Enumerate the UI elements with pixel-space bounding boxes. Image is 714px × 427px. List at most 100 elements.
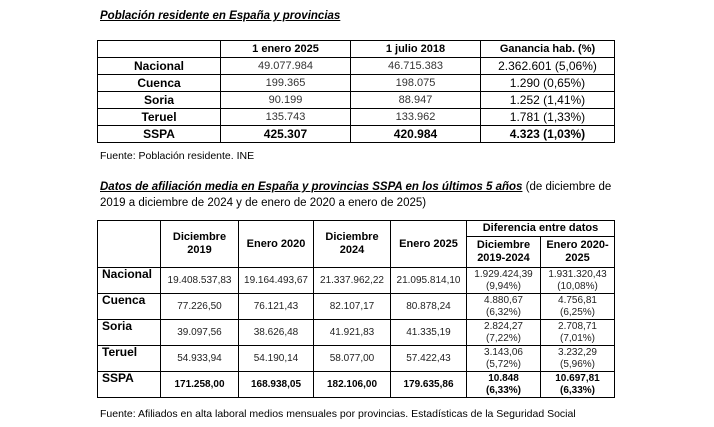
table-cell: 21.095.814,10 — [390, 267, 467, 294]
table-cell: 49.077.984 — [220, 57, 351, 75]
row-label: SSPA — [97, 125, 221, 143]
difference-percent: (5,96%) — [560, 358, 596, 370]
column-header: Enero 2025 — [390, 220, 467, 268]
table-row: Soria 90.199 88.947 1.252 (1,41%) — [97, 91, 615, 109]
table-cell: 425.307 — [220, 125, 351, 143]
difference-value: 4.880,67 — [484, 294, 523, 306]
corner-cell — [97, 40, 221, 58]
section-title: Datos de afiliación media en España y pr… — [100, 179, 640, 211]
source-note: Fuente: Población residente. INE — [100, 150, 255, 162]
table-cell: 21.337.962,22 — [313, 267, 391, 294]
column-header: Enero 2020 — [238, 220, 314, 268]
title-text: Datos de afiliación media en España y pr… — [100, 181, 523, 193]
difference-value: 1.929.424,39 — [474, 268, 533, 280]
difference-percent: (5,72%) — [485, 358, 521, 370]
table-row: Nacional 19.408.537,83 19.164.493,67 21.337… — [97, 267, 616, 294]
table-cell: 54.933,94 — [160, 345, 239, 372]
subtitle-text: (de diciembre de 2019 a diciembre de 202… — [100, 181, 612, 209]
table-cell: 90.199 — [220, 91, 351, 109]
table-cell: 10.848 (6,33%) — [466, 371, 541, 398]
table-row: Cuenca 77.226,50 76.121,43 82.107,17 80.878,… — [97, 293, 616, 320]
difference-value: 10.697,81 — [555, 372, 600, 384]
table-cell: 4.323 (1,03%) — [480, 125, 615, 143]
source-note: Fuente: Afiliados en alta laboral medios… — [100, 408, 576, 420]
column-header: Diciembre 2019 — [160, 220, 239, 268]
table-cell: 10.697,81 (6,33%) — [539, 371, 616, 398]
table-row: Teruel 135.743 133.962 1.781 (1,33%) — [97, 108, 615, 126]
column-header: 1 julio 2018 — [350, 40, 481, 58]
table-cell: 135.743 — [220, 108, 351, 126]
table-cell: 182.106,00 — [313, 371, 391, 398]
table-cell: 4.880,67 (6,32%) — [466, 293, 541, 320]
table-cell: 19.164.493,67 — [238, 267, 314, 294]
table-row: Soria 39.097,56 38.626,48 41.921,83 41.335,1… — [97, 319, 616, 346]
table-row: SSPA 171.258,00 168.938,05 182.106,00 179.63… — [97, 371, 616, 398]
header-row: Diciembre 2019-2024 Enero 2020-2025 — [98, 236, 616, 268]
difference-percent: (7,22%) — [485, 332, 521, 344]
table-cell: 1.290 (0,65%) — [480, 74, 615, 92]
table-cell: 58.077,00 — [313, 345, 391, 372]
difference-percent: (6,32%) — [485, 306, 521, 318]
table-cell: 1.781 (1,33%) — [480, 108, 615, 126]
table-cell: 38.626,48 — [238, 319, 314, 346]
difference-percent: (6,25%) — [560, 306, 596, 318]
row-label: SSPA — [97, 371, 161, 398]
table-cell: 82.107,17 — [313, 293, 391, 320]
column-header: Ganancia hab. (%) — [480, 40, 615, 58]
row-label: Nacional — [97, 267, 161, 294]
corner-cell — [97, 220, 161, 268]
difference-percent: (6,33%) — [485, 384, 521, 396]
column-header: Diciembre 2024 — [313, 220, 391, 268]
table-cell: 133.962 — [350, 108, 481, 126]
table-cell: 179.635,86 — [390, 371, 467, 398]
header-row: 1 enero 2025 1 julio 2018 Ganancia hab. (%… — [97, 40, 615, 58]
table-cell: 57.422,43 — [390, 345, 467, 372]
row-label: Cuenca — [97, 293, 161, 320]
table-cell: 2.362.601 (5,06%) — [480, 57, 615, 75]
difference-value: 3.232,29 — [558, 346, 597, 358]
table-cell: 39.097,56 — [160, 319, 239, 346]
table-cell: 168.938,05 — [238, 371, 314, 398]
table-cell: 19.408.537,83 — [160, 267, 239, 294]
column-header: 1 enero 2025 — [220, 40, 351, 58]
difference-value: 4.756,81 — [558, 294, 597, 306]
table-cell: 1.929.424,39 (9,94%) — [466, 267, 541, 294]
table-cell: 3.143,06 (5,72%) — [466, 345, 541, 372]
row-label: Soria — [97, 91, 221, 109]
difference-value: 2.708,71 — [558, 320, 597, 332]
affiliation-table: Diciembre 2019 Enero 2020 Diciembre 2024 En… — [97, 220, 616, 398]
table-cell: 4.756,81 (6,25%) — [539, 293, 616, 320]
table-cell: 3.232,29 (5,96%) — [539, 345, 616, 372]
difference-percent: (10,08%) — [557, 280, 598, 292]
row-label: Soria — [97, 319, 161, 346]
column-header: Diciembre 2019-2024 — [466, 236, 541, 268]
difference-percent: (6,33%) — [560, 384, 596, 396]
header-row: Diciembre 2019 Enero 2020 Diciembre 2024 En… — [97, 220, 616, 268]
table-row: SSPA 425.307 420.984 4.323 (1,03%) — [97, 125, 615, 143]
row-label: Teruel — [97, 345, 161, 372]
row-label: Nacional — [97, 57, 221, 75]
difference-value: 1.931.320,43 — [548, 268, 607, 280]
table-cell: 1.931.320,43 (10,08%) — [539, 267, 616, 294]
difference-value: 3.143,06 — [484, 346, 523, 358]
difference-percent: (9,94%) — [485, 280, 521, 292]
table-cell: 77.226,50 — [160, 293, 239, 320]
table-cell: 76.121,43 — [238, 293, 314, 320]
column-header: Enero 2020-2025 — [539, 236, 616, 268]
section-title: Población residente en España y provinci… — [100, 10, 340, 22]
table-cell: 88.947 — [350, 91, 481, 109]
table-cell: 41.335,19 — [390, 319, 467, 346]
table-cell: 54.190,14 — [238, 345, 314, 372]
group-header: Diferencia entre datos — [465, 220, 616, 237]
table-cell: 46.715.383 — [350, 57, 481, 75]
table-cell: 1.252 (1,41%) — [480, 91, 615, 109]
difference-value: 2.824,27 — [484, 320, 523, 332]
table-cell: 198.075 — [350, 74, 481, 92]
table-cell: 2.824,27 (7,22%) — [466, 319, 541, 346]
table-row: Cuenca 199.365 198.075 1.290 (0,65%) — [97, 74, 615, 92]
row-label: Cuenca — [97, 74, 221, 92]
table-cell: 199.365 — [220, 74, 351, 92]
population-table: 1 enero 2025 1 julio 2018 Ganancia hab. (%… — [97, 40, 615, 143]
